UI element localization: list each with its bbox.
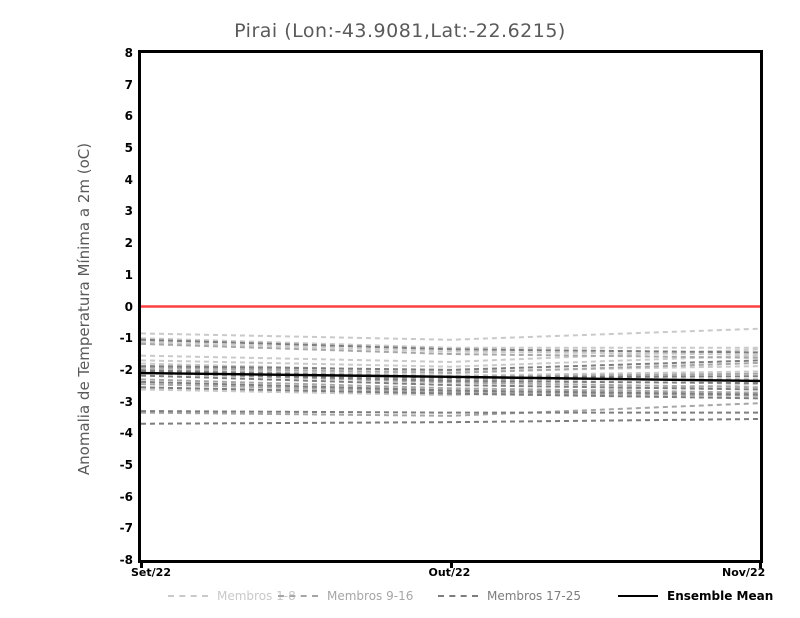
x-tick-label: Out/22 <box>428 566 471 579</box>
y-tick-label: -1 <box>119 331 133 346</box>
y-tick-label: 1 <box>124 267 133 282</box>
series-line-member <box>141 362 760 373</box>
legend-item[interactable]: Ensemble Mean <box>618 589 773 603</box>
series-line-member <box>141 402 760 417</box>
series-line-member <box>141 361 760 375</box>
series-line-ensemble-mean <box>141 371 760 383</box>
legend-dash-swatch <box>168 595 208 597</box>
legend: Membros 1-8 Membros 9-16 Membros 17-25 Ense… <box>138 586 773 606</box>
y-tick-label: -2 <box>119 362 133 377</box>
page-title: Pirai (Lon:-43.9081,Lat:-22.6215) <box>234 20 566 42</box>
legend-label: Membros 1-8 <box>217 589 296 603</box>
x-tick-mark <box>449 560 453 568</box>
y-tick-label: -3 <box>119 394 133 409</box>
y-tick-label: 6 <box>124 109 133 124</box>
plot-area <box>138 50 763 563</box>
y-tick-label: -5 <box>119 457 133 472</box>
x-tick-mark <box>759 560 762 568</box>
series-line-member <box>141 327 760 341</box>
y-tick-label: -8 <box>119 553 133 567</box>
legend-item[interactable]: Membros 1-8 <box>168 589 296 603</box>
series-line-member <box>141 417 760 425</box>
y-tick-label: 4 <box>124 172 133 187</box>
series-line-member <box>141 348 760 363</box>
series-line-member <box>141 383 760 397</box>
legend-label: Membros 17-25 <box>487 589 581 603</box>
legend-label: Membros 9-16 <box>327 589 414 603</box>
legend-dash-swatch <box>438 595 478 597</box>
legend-solid-swatch <box>618 595 658 597</box>
series-line-member <box>141 359 760 371</box>
y-tick-label: 2 <box>124 236 133 251</box>
y-tick-label: 7 <box>124 77 133 92</box>
x-tick-label: Set/22 <box>131 566 171 579</box>
series-line-member <box>141 354 760 368</box>
y-tick-label: 0 <box>124 299 133 314</box>
series-line-member <box>141 386 760 400</box>
series-line-member <box>141 342 760 359</box>
legend-dash-swatch <box>278 595 318 597</box>
series-line-member <box>141 378 760 394</box>
series-line-member <box>141 380 760 396</box>
x-tick-label: Nov/22 <box>722 566 766 579</box>
legend-item[interactable]: Membros 17-25 <box>438 589 581 603</box>
series-line-member <box>141 367 760 377</box>
plot-inner <box>141 53 760 560</box>
series-line-member <box>141 410 760 414</box>
y-tick-label: -7 <box>119 521 133 536</box>
y-tick-label: 3 <box>124 204 133 219</box>
legend-label: Ensemble Mean <box>667 589 774 603</box>
x-tick-mark <box>140 560 143 568</box>
y-tick-label: 8 <box>124 46 133 60</box>
series-line-member <box>141 374 760 391</box>
series-line-member <box>141 338 760 354</box>
y-tick-label: -4 <box>119 426 133 441</box>
series-canvas <box>141 305 760 425</box>
y-axis-title: Anomalia de Temperatura Mínima a 2m (oC) <box>75 142 93 476</box>
y-tick-label: -6 <box>119 489 133 504</box>
y-tick-label: 5 <box>124 141 133 156</box>
legend-item[interactable]: Membros 9-16 <box>278 589 413 603</box>
series-line-member <box>141 337 760 349</box>
